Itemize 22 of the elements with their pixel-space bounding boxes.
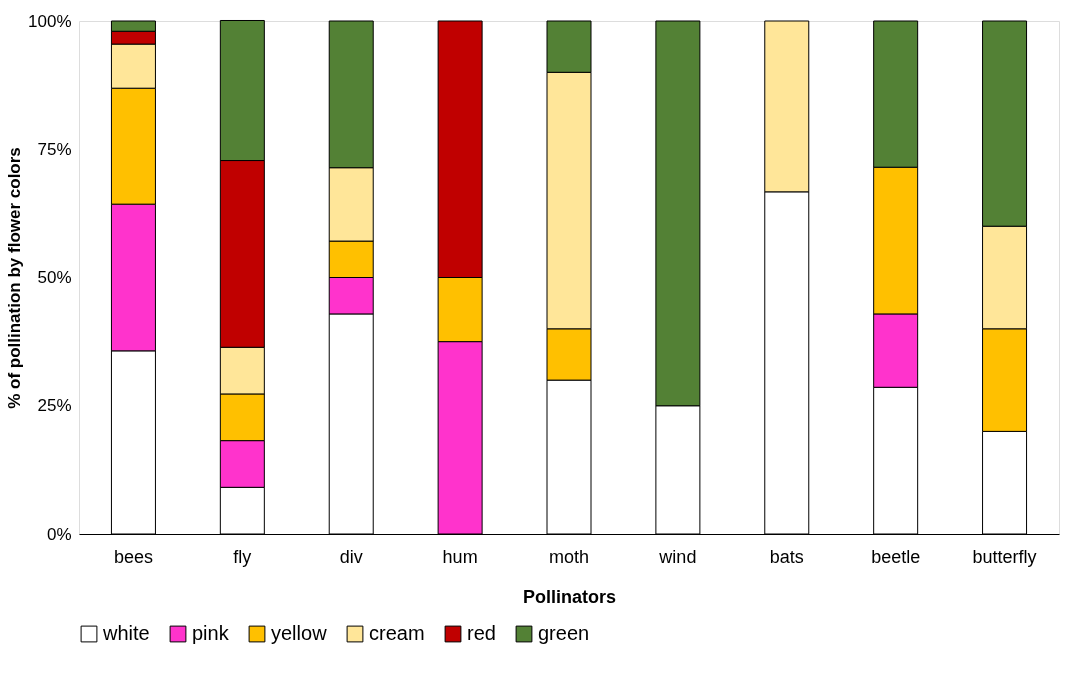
legend-label: pink xyxy=(192,622,230,644)
legend-label: red xyxy=(467,622,496,644)
x-tick-label: butterfly xyxy=(972,546,1037,567)
x-axis-title: Pollinators xyxy=(522,586,617,607)
y-axis-title: % of pollination by flower colors xyxy=(5,147,25,409)
y-tick-label: 25% xyxy=(37,396,72,416)
legend-label: white xyxy=(102,622,150,644)
x-tick-label: wind xyxy=(658,546,697,567)
y-tick-label: 100% xyxy=(28,11,72,31)
y-tick-label: 75% xyxy=(37,139,72,159)
x-tick-label: beetle xyxy=(871,546,921,567)
legend-label: cream xyxy=(369,622,425,644)
x-tick-label: bees xyxy=(113,546,153,567)
x-tick-label: fly xyxy=(233,546,252,567)
legend-label: yellow xyxy=(271,622,328,644)
y-tick-label: 0% xyxy=(46,524,72,544)
y-tick-label: 50% xyxy=(37,268,72,287)
x-tick-label: moth xyxy=(548,546,590,567)
x-tick-label: div xyxy=(339,546,363,567)
x-tick-label: bats xyxy=(769,546,804,567)
legend-label: green xyxy=(538,622,590,644)
x-tick-label: hum xyxy=(442,546,478,567)
